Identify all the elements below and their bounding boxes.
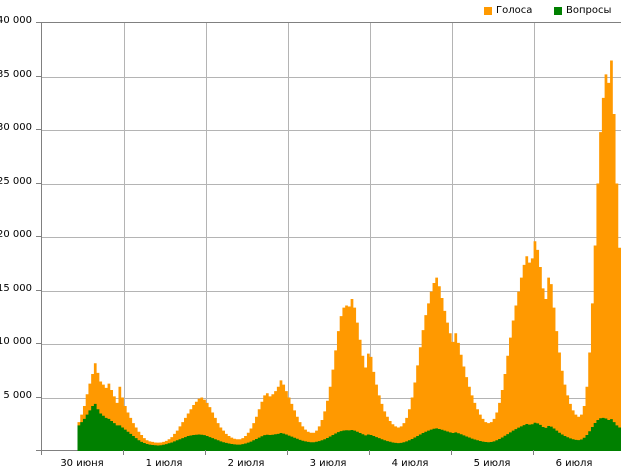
gridline-horizontal	[42, 291, 621, 292]
x-tick-label: 5 июля	[473, 458, 511, 469]
x-tick-label: 1 июля	[145, 458, 183, 469]
y-tick-label: 35 000	[0, 69, 32, 80]
y-tick	[36, 290, 41, 291]
y-tick-label: 30 000	[0, 122, 32, 133]
series-area-golosa	[42, 60, 621, 451]
chart-legend: Голоса Вопросы	[0, 4, 634, 20]
y-tick-label: 10 000	[0, 336, 32, 347]
x-tick-label: 6 июля	[555, 458, 593, 469]
x-tick	[41, 450, 42, 455]
legend-label-voprosy: Вопросы	[566, 5, 612, 16]
y-tick	[36, 183, 41, 184]
x-tick	[369, 450, 370, 455]
y-tick	[36, 236, 41, 237]
x-tick	[205, 450, 206, 455]
x-tick	[533, 450, 534, 455]
y-tick-label: 15 000	[0, 283, 32, 294]
y-tick-label: 40 000	[0, 15, 32, 26]
x-tick	[123, 450, 124, 455]
y-tick	[36, 450, 41, 451]
series-layer	[42, 60, 621, 451]
plot-inner	[42, 23, 621, 451]
y-tick-label: 20 000	[0, 229, 32, 240]
x-tick	[451, 450, 452, 455]
x-tick-label: 2 июля	[227, 458, 265, 469]
gridline-horizontal	[42, 237, 621, 238]
y-tick	[36, 129, 41, 130]
y-tick-label: 25 000	[0, 176, 32, 187]
x-tick	[287, 450, 288, 455]
legend-swatch-voprosy	[554, 7, 562, 15]
y-tick	[36, 397, 41, 398]
gridline-horizontal	[42, 344, 621, 345]
y-tick	[36, 22, 41, 23]
y-tick	[36, 76, 41, 77]
y-tick	[36, 343, 41, 344]
legend-entry-voprosy: Вопросы	[554, 4, 611, 18]
gridline-horizontal	[42, 130, 621, 131]
series-area-voprosy	[42, 403, 621, 451]
x-tick-label: 4 июля	[391, 458, 429, 469]
x-tick-label: 3 июля	[309, 458, 347, 469]
legend-swatch-golosa	[484, 7, 492, 15]
plot-area	[41, 22, 621, 451]
gridline-horizontal	[42, 77, 621, 78]
legend-label-golosa: Голоса	[496, 5, 533, 16]
x-tick-label: 30 июня	[60, 458, 104, 469]
gridline-horizontal	[42, 184, 621, 185]
y-tick-label: 5 000	[3, 390, 32, 401]
legend-entry-golosa: Голоса	[484, 4, 532, 18]
